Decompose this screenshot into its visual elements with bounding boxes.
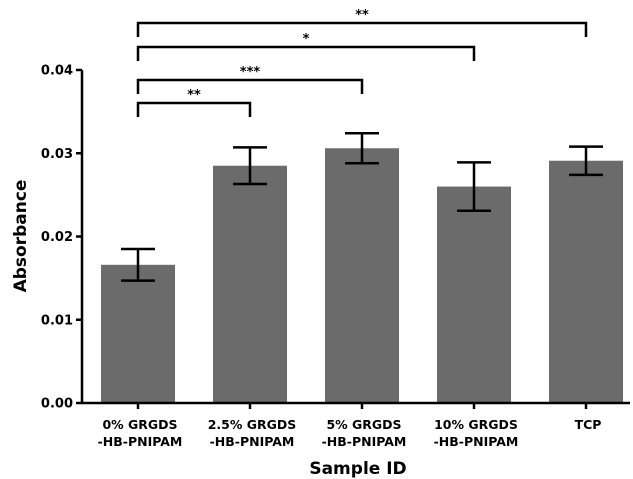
x-tick-label: 5% GRGDS [326,417,401,432]
x-tick-label: 0% GRGDS [102,417,177,432]
error-bars [121,132,603,282]
significance-bracket [136,21,588,37]
x-axis-title: Sample ID [309,459,406,479]
bar [549,160,623,403]
y-axis-title: Absorbance [11,180,31,293]
x-tick-label: -HB-PNIPAM [322,434,407,449]
significance-label: *** [240,65,261,80]
x-tick-label: -HB-PNIPAM [210,434,295,449]
x-axis: 0% GRGDS -HB-PNIPAM 2.5% GRGDS -HB-PNIPAM 5%… [81,401,630,449]
significance-bracket [136,45,476,61]
significance-bracket [136,101,252,117]
y-tick-label: 0.01 [41,313,73,328]
x-tick-label: TCP [575,417,602,432]
x-tick-label: -HB-PNIPAM [98,434,183,449]
y-tick-label: 0.04 [41,64,73,79]
bar [101,264,175,403]
bars [101,148,623,403]
bar [437,186,511,403]
significance-brackets: ******** [136,8,588,117]
significance-label: * [303,32,310,47]
x-tick-label: 2.5% GRGDS [208,417,297,432]
x-tick-label: 10% GRGDS [434,417,518,432]
x-tick-label: -HB-PNIPAM [434,434,519,449]
y-axis: 0.00 0.01 0.02 0.03 0.04 [41,64,84,412]
y-tick-label: 0.00 [41,397,73,412]
y-tick-label: 0.02 [41,230,73,245]
bar [213,165,287,403]
significance-label: ** [355,8,369,23]
significance-bracket [136,78,364,94]
bar [325,148,399,403]
significance-label: ** [187,88,201,103]
y-tick-label: 0.03 [41,147,73,162]
